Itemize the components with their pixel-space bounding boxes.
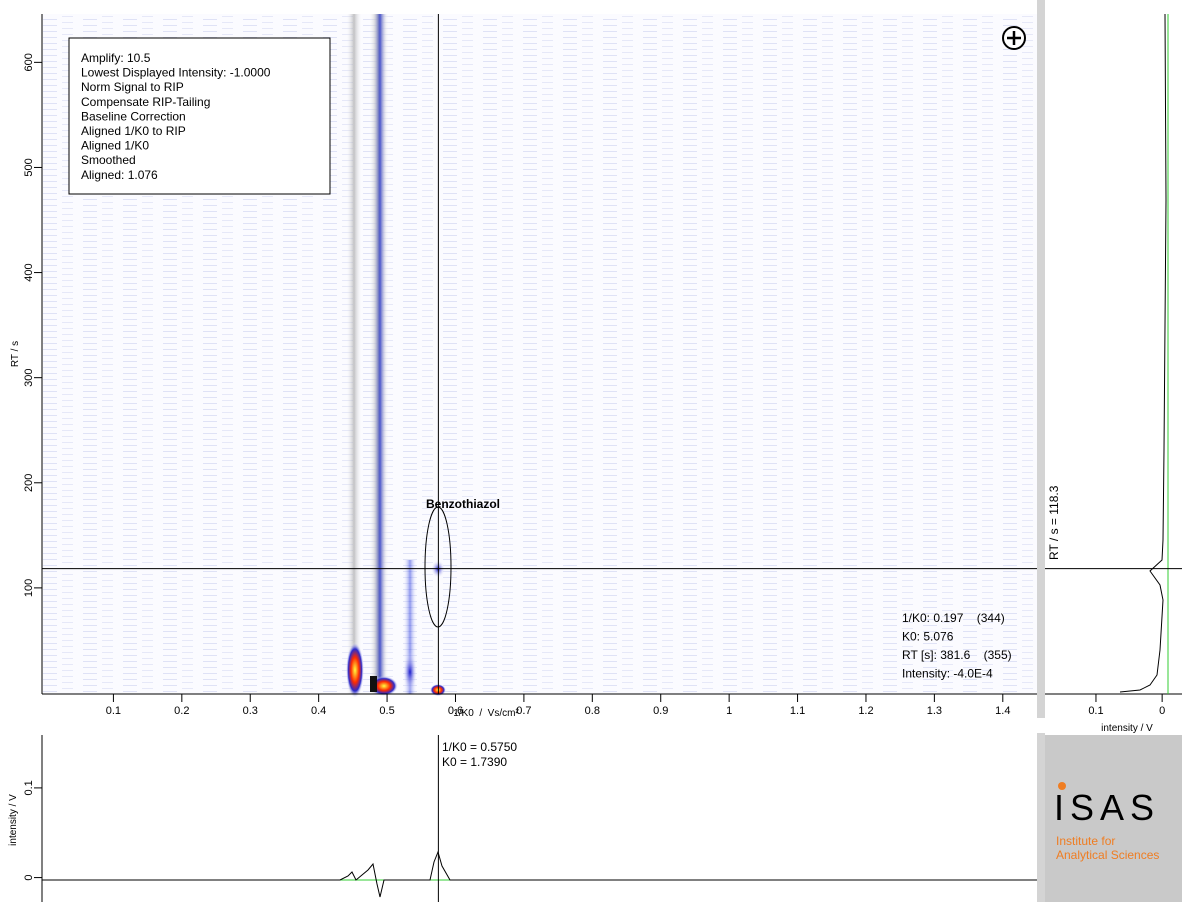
readout: 1/K0 = 0.5750 [442, 740, 517, 754]
x-tick-label: 1.3 [927, 705, 942, 717]
settings-line: Norm Signal to RIP [81, 80, 184, 94]
x-tick-label: 0.6 [448, 705, 463, 717]
x-tick-label: 0.2 [174, 705, 189, 717]
readout: Intensity: -4.0E-4 [902, 667, 993, 681]
x-tick-label: 0.5 [379, 705, 394, 717]
x-tick-label: 0.1 [106, 705, 121, 717]
readout: 1/K0: 0.197 (344) [902, 611, 1005, 625]
x-tick-label: 0.8 [585, 705, 600, 717]
spectrum-trace [42, 852, 1037, 897]
y-tick-label: 0.1 [23, 780, 35, 795]
panel-label: RT / s = 118.3 [1047, 485, 1061, 560]
y-axis-label: intensity / V [8, 794, 19, 846]
logo-subtitle: Institute for [1056, 834, 1115, 848]
y-tick-label: 400 [23, 263, 35, 281]
x-tick-label: 1 [726, 705, 732, 717]
stripe [346, 14, 362, 694]
settings-line: Smoothed [81, 153, 136, 167]
x-tick-label: 0.4 [311, 705, 326, 717]
y-tick-label: 500 [23, 158, 35, 176]
blob [403, 652, 417, 692]
y-tick-label: 100 [23, 579, 35, 597]
logo-subtitle: Analytical Sciences [1056, 848, 1159, 862]
readout: K0: 5.076 [902, 630, 954, 644]
y-axis-label: RT / s [10, 341, 21, 367]
x-tick-label: 0.1 [1088, 705, 1103, 717]
x-tick-label: 1.4 [995, 705, 1010, 717]
x-tick-label: 0.3 [243, 705, 258, 717]
y-tick-label: 0 [23, 875, 35, 881]
settings-line: Amplify: 10.5 [81, 51, 151, 65]
settings-line: Compensate RIP-Tailing [81, 95, 210, 109]
settings-line: Aligned 1/K0 [81, 139, 149, 153]
x-axis-label: 1/K0 / Vs/cm² [453, 708, 519, 719]
x-tick-label: 0.9 [653, 705, 668, 717]
settings-line: Aligned: 1.076 [81, 168, 158, 182]
separator [0, 718, 1182, 733]
blob [346, 642, 364, 698]
y-tick-label: 200 [23, 474, 35, 492]
stripe [373, 14, 387, 694]
logo-name: ISAS [1054, 787, 1160, 828]
readout: K0 = 1.7390 [442, 755, 507, 769]
x-axis-label: intensity / V [1101, 723, 1153, 734]
y-tick-label: 300 [23, 368, 35, 386]
x-tick-label: 1.1 [790, 705, 805, 717]
x-tick-label: 0.7 [516, 705, 531, 717]
screen: ISAS Institute for Analytical Sciences 1… [0, 0, 1182, 902]
annotation: Benzothiazol [426, 497, 500, 511]
separator [1037, 0, 1045, 902]
x-tick-label: 0 [1159, 705, 1165, 717]
readout: RT [s]: 381.6 (355) [902, 648, 1012, 662]
settings-line: Aligned 1/K0 to RIP [81, 124, 186, 138]
x-tick-label: 1.2 [858, 705, 873, 717]
blob [370, 676, 377, 692]
spectrum-trace [1120, 14, 1166, 692]
settings-line: Lowest Displayed Intensity: -1.0000 [81, 66, 271, 80]
settings-line: Baseline Correction [81, 109, 186, 123]
y-tick-label: 600 [23, 53, 35, 71]
